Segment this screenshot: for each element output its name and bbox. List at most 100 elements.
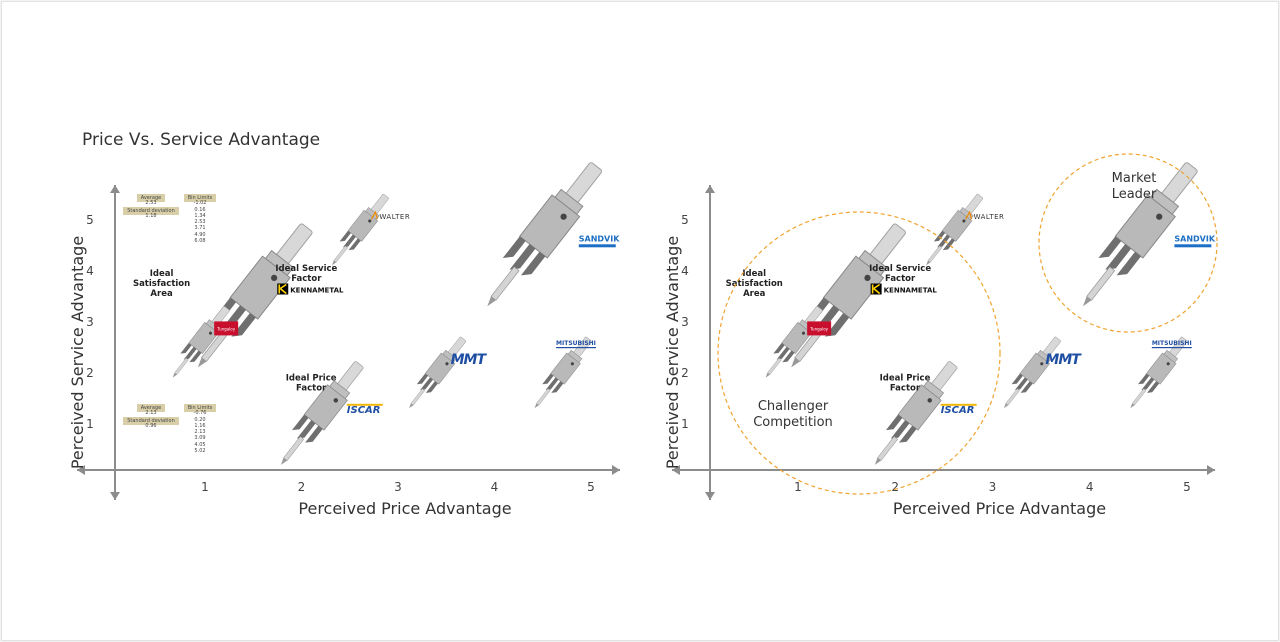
stats-table-service: Average Bin Limits 2.53 -1.02 Standard dev…	[122, 194, 220, 244]
cutter-tip	[1082, 296, 1092, 307]
cutter-pilot	[174, 357, 189, 375]
annotation-label: Factor	[296, 384, 327, 394]
cutter-icon	[409, 336, 466, 409]
x-tick-label: 3	[989, 480, 997, 494]
annotation-label: Ideal	[742, 269, 766, 279]
y-axis-arrow-top	[110, 185, 120, 193]
data-point: ISCAR	[874, 361, 977, 465]
cutter-teeth	[1138, 373, 1160, 393]
x-axis-label: Perceived Price Advantage	[298, 499, 511, 518]
stats-header-average: Average	[136, 404, 166, 413]
x-tick-label: 1	[201, 480, 209, 494]
data-point: Tungaloy	[765, 306, 832, 378]
cutter-teeth	[885, 414, 917, 443]
scatter-chart-2: 1 2 3 4 5 1 2 3 4 5 Perceived Price Advantage Perce…	[663, 153, 1218, 518]
sandvik-underline	[1174, 244, 1212, 248]
cutter-body	[550, 352, 581, 385]
cutter-teeth	[542, 373, 564, 393]
bin-limit: 1.34	[194, 212, 206, 219]
bin-limit: 6.08	[194, 238, 206, 245]
bin-limit: 5.02	[194, 448, 206, 455]
cutter-screw	[570, 362, 574, 366]
cutter-screw	[368, 219, 372, 223]
y-axis-label: Perceived Service Advantage	[663, 236, 682, 469]
x-tick-label: 5	[587, 480, 595, 494]
stats-header-bin-limits: Bin Limits	[183, 194, 217, 203]
cutter-icon	[926, 193, 983, 266]
scatter-chart-1: 1 2 3 4 5 1 2 3 4 5 Perceived Price Advantage Perce…	[68, 162, 620, 518]
data-point: SANDVIK	[1082, 162, 1216, 307]
cutter-pilot	[927, 245, 943, 263]
annotation-label: Area	[150, 289, 173, 299]
y-tick-label: 5	[681, 213, 689, 227]
x-tick-label: 4	[1086, 480, 1094, 494]
y-tick-label: 1	[86, 417, 94, 431]
iscar-logo-text: ISCAR	[347, 405, 381, 416]
group-label: Competition	[753, 415, 833, 430]
cutter-teeth	[416, 373, 438, 393]
cutter-teeth	[933, 230, 955, 251]
red-badge-text: Tungaloy	[216, 326, 235, 331]
bin-limit: 4.90	[194, 231, 206, 238]
data-point: MMT	[409, 336, 488, 409]
bin-limit: 3.09	[194, 435, 206, 442]
group-label: Challenger	[758, 399, 829, 414]
cutter-screw	[864, 274, 871, 282]
annotation-label: Ideal Service	[275, 264, 337, 274]
x-tick-label: 2	[891, 480, 899, 494]
cutter-tip	[331, 260, 337, 266]
y-tick-label: 2	[681, 366, 689, 380]
kennametal-mark-icon	[277, 283, 289, 295]
cutter-teeth	[292, 414, 323, 443]
x-axis-arrow-left	[672, 465, 680, 475]
cutter-icon	[791, 223, 906, 368]
cutter-pilot	[283, 436, 305, 461]
stats-std: 0.96	[145, 422, 157, 429]
cutter-pilot	[767, 357, 782, 375]
sandvik-underline	[578, 244, 616, 248]
x-axis-arrow-right	[612, 465, 620, 475]
bin-limit: -0.76	[193, 410, 207, 417]
y-tick-label: 1	[681, 417, 689, 431]
cutter-body	[188, 322, 219, 354]
annotation-label: Factor	[291, 274, 322, 284]
data-point: MMT	[1003, 336, 1083, 409]
stats-std-label: Standard deviation	[123, 416, 179, 425]
x-tick-label: 4	[491, 480, 499, 494]
group-circle	[717, 211, 1001, 495]
group-circle	[1038, 153, 1218, 333]
cutter-screw	[801, 331, 806, 335]
y-tick-label: 3	[681, 315, 689, 329]
data-point: Tungaloy	[172, 306, 239, 378]
cutter-teeth	[1098, 236, 1141, 276]
cutter-pilot	[410, 388, 426, 406]
cutter-body	[1114, 194, 1176, 259]
cutter-tip	[197, 357, 207, 368]
cutter-icon	[1003, 336, 1061, 409]
cutter-screw	[927, 398, 932, 403]
cutter-body	[781, 322, 812, 354]
cutter-screw	[1040, 362, 1044, 366]
red-badge-icon	[214, 321, 239, 336]
x-axis-arrow-right	[1207, 465, 1215, 475]
kennametal-logo-text: KENNAMETAL	[290, 287, 344, 295]
stats-header-average: Average	[136, 194, 166, 203]
sandvik-logo-text: SANDVIK	[1174, 234, 1215, 243]
stats-std-label: Standard deviation	[123, 206, 179, 215]
iscar-stripe	[346, 403, 383, 406]
walter-mark-icon	[965, 210, 973, 220]
bin-limit: 2.53	[194, 219, 206, 226]
stats-header-bin-limits: Bin Limits	[183, 404, 217, 413]
data-point: WALTER	[926, 193, 1004, 266]
cutter-pilot	[1131, 388, 1147, 406]
mitsubishi-logo-text: MITSUBISHI	[1152, 340, 1192, 347]
cutter-tip	[791, 357, 800, 368]
cutter-screw	[445, 362, 449, 366]
cutter-teeth	[502, 236, 546, 276]
cutter-teeth	[180, 342, 202, 363]
cutter-tip	[1003, 403, 1009, 409]
mitsubishi-underline	[556, 347, 597, 349]
cutter-tip	[534, 403, 539, 409]
cutter-icon	[487, 162, 603, 307]
data-point: MITSUBISHI	[1130, 336, 1192, 409]
